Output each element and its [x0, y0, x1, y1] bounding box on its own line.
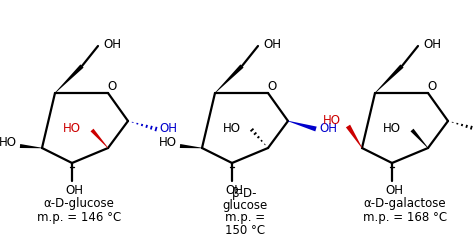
Polygon shape	[55, 64, 83, 93]
Polygon shape	[180, 144, 202, 148]
Text: OH: OH	[103, 38, 121, 51]
Text: HO: HO	[383, 121, 401, 134]
Text: OH: OH	[225, 183, 243, 196]
Text: HO: HO	[0, 136, 17, 149]
Polygon shape	[346, 125, 362, 148]
Polygon shape	[410, 129, 428, 148]
Text: HO: HO	[159, 136, 177, 149]
Text: HO: HO	[323, 114, 341, 127]
Text: OH: OH	[159, 122, 177, 135]
Text: O: O	[108, 80, 117, 93]
Text: m.p. = 146 °C: m.p. = 146 °C	[37, 210, 121, 223]
Text: OH: OH	[263, 38, 281, 51]
Text: m.p. = 168 °C: m.p. = 168 °C	[363, 210, 447, 223]
Text: α-D-glucose: α-D-glucose	[44, 196, 114, 209]
Text: OH: OH	[423, 38, 441, 51]
Text: HO: HO	[63, 121, 81, 134]
Polygon shape	[375, 64, 403, 93]
Text: α-D-galactose: α-D-galactose	[364, 196, 447, 209]
Polygon shape	[20, 144, 42, 148]
Polygon shape	[288, 121, 317, 131]
Text: HO: HO	[223, 121, 241, 134]
Polygon shape	[91, 129, 108, 148]
Text: glucose: glucose	[222, 200, 268, 213]
Polygon shape	[215, 64, 244, 93]
Text: 150 °C: 150 °C	[225, 223, 265, 236]
Text: OH: OH	[65, 183, 83, 196]
Text: OH: OH	[385, 183, 403, 196]
Text: OH: OH	[319, 122, 337, 135]
Text: m.p. =: m.p. =	[225, 212, 265, 225]
Text: O: O	[428, 80, 437, 93]
Text: β-D-: β-D-	[232, 187, 258, 201]
Text: O: O	[267, 80, 277, 93]
